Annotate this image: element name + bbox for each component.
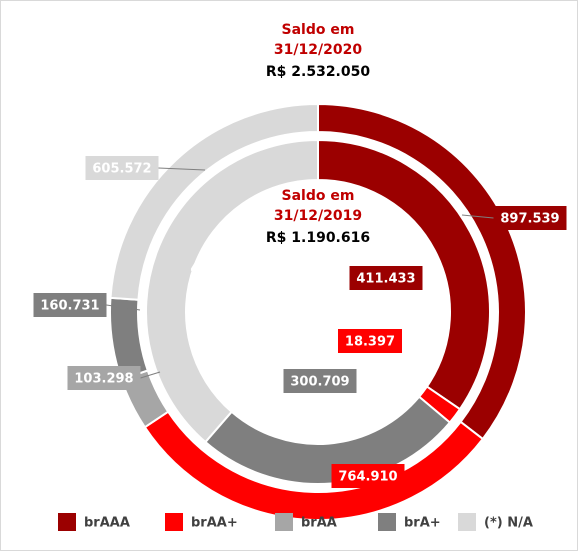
segment xyxy=(109,102,319,301)
label-box xyxy=(85,156,159,180)
legend-label: brA+ xyxy=(404,516,441,531)
legend-swatch xyxy=(378,513,396,531)
data-label: 897.539 xyxy=(500,212,559,227)
leader-line xyxy=(158,167,206,171)
ring-title: 31/12/2020 xyxy=(274,42,362,58)
data-label: 605.572 xyxy=(92,162,151,177)
segment xyxy=(145,138,319,444)
label-box xyxy=(331,464,405,488)
segment xyxy=(317,138,491,411)
leader-line xyxy=(140,371,161,379)
legend-label: (*) N/A xyxy=(484,516,533,531)
legend-label: brAAA xyxy=(84,516,130,531)
data-label: 764.910 xyxy=(338,470,397,485)
label-box xyxy=(283,369,357,393)
data-label: 460.077 xyxy=(190,262,249,277)
ring-title: 31/12/2019 xyxy=(274,208,362,224)
data-label: 160.731 xyxy=(40,299,99,314)
data-label: 103.298 xyxy=(74,372,133,387)
label-box xyxy=(338,329,402,353)
leader-line xyxy=(461,214,494,219)
label-box xyxy=(349,266,423,290)
legend-swatch xyxy=(165,513,183,531)
data-label: 300.709 xyxy=(290,375,349,390)
ring-title: Saldo em xyxy=(282,22,355,38)
legend-swatch xyxy=(458,513,476,531)
legend-label: brAA xyxy=(301,516,337,531)
ring-total: R$ 2.532.050 xyxy=(266,64,370,80)
ring-total: R$ 1.190.616 xyxy=(266,230,370,246)
legend-swatch xyxy=(58,513,76,531)
label-box xyxy=(67,366,141,390)
label-box xyxy=(33,293,107,317)
data-label: 411.433 xyxy=(356,272,415,287)
legend-label: brAA+ xyxy=(191,516,238,531)
data-label: 18.397 xyxy=(345,335,395,350)
leader-line xyxy=(106,304,141,311)
legend-swatch xyxy=(275,513,293,531)
ring-title: Saldo em xyxy=(282,188,355,204)
label-box xyxy=(493,206,567,230)
